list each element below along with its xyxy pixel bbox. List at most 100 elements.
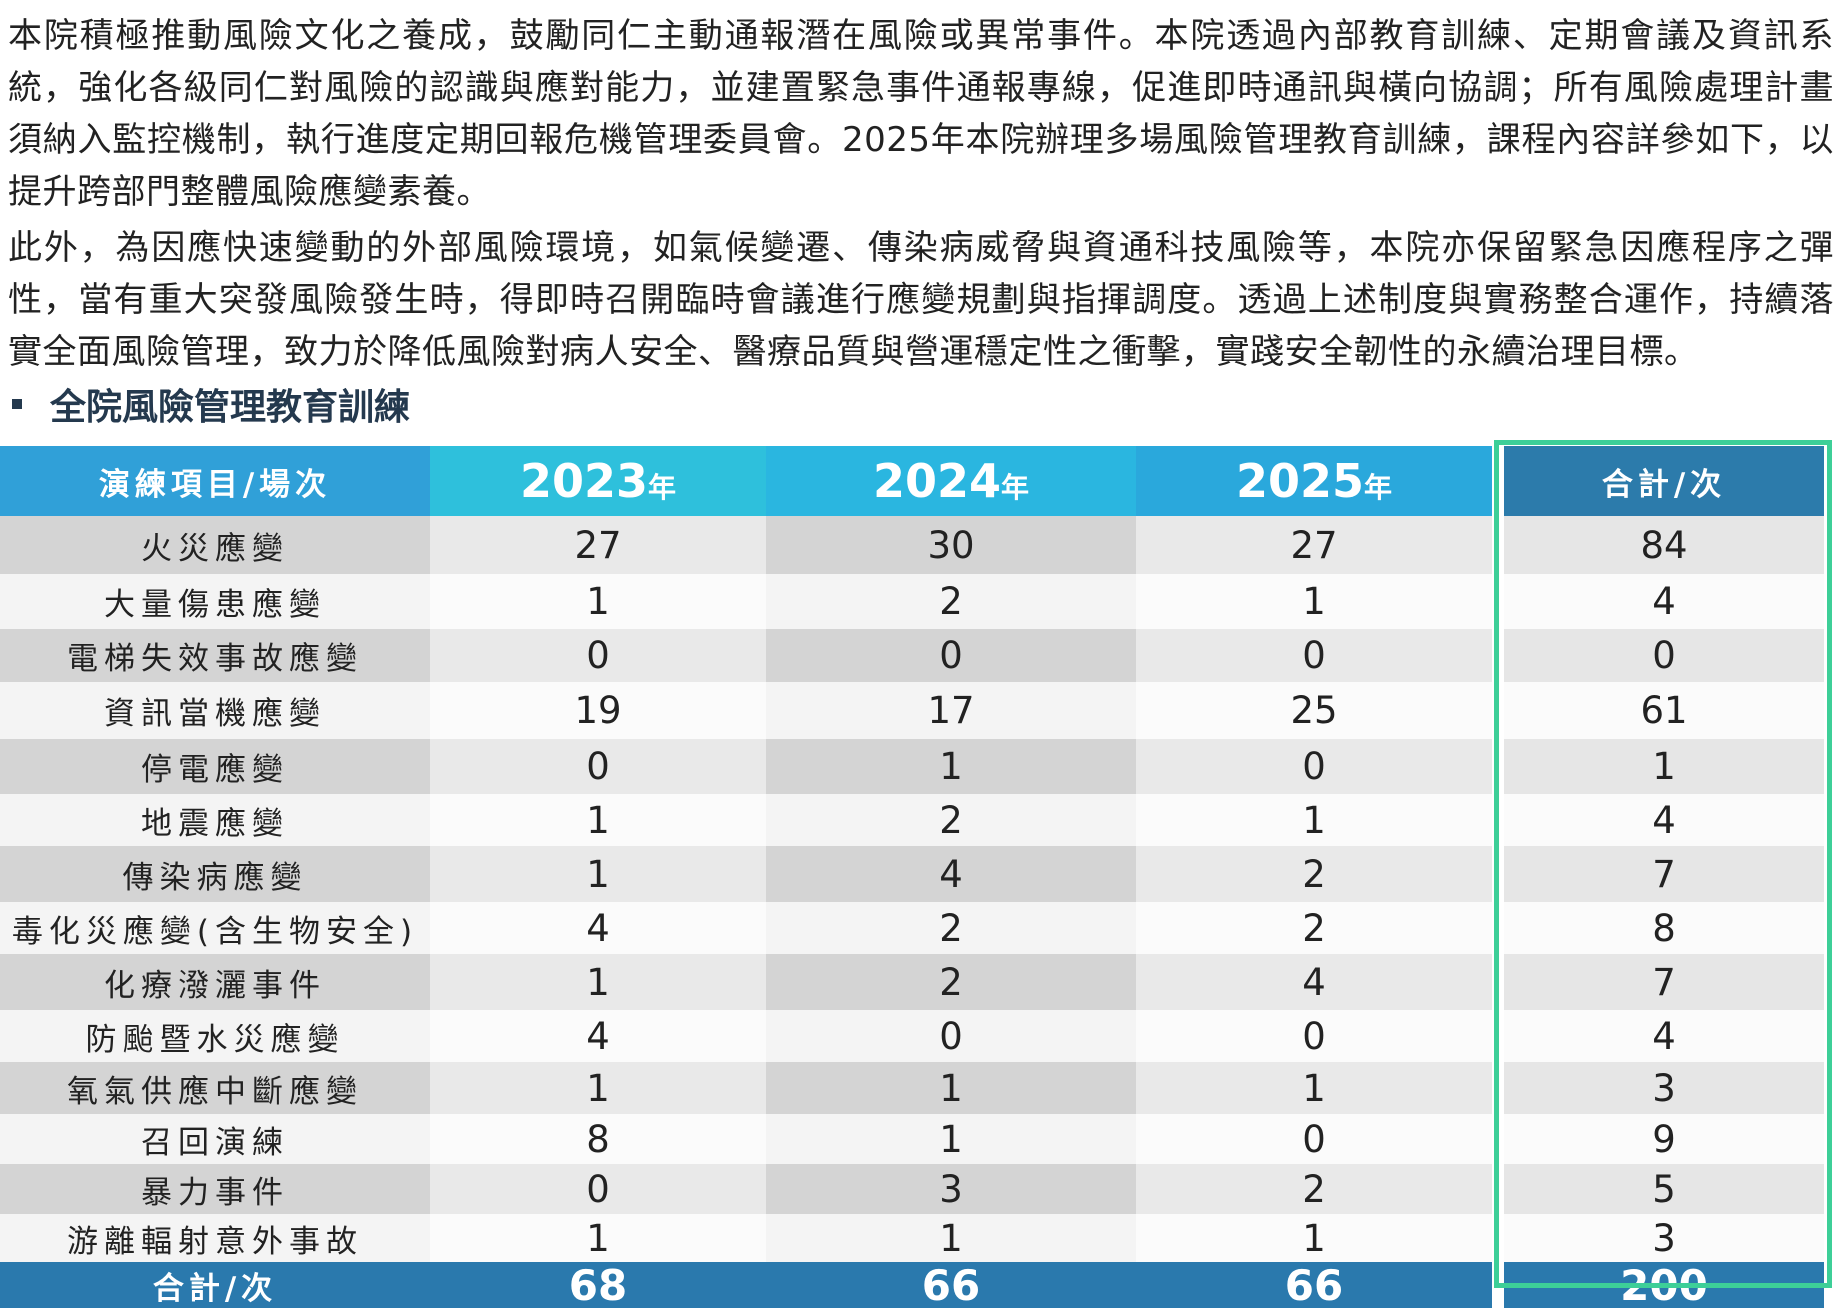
table-row: 電梯失效事故應變 0 0 0 0 (0, 629, 1824, 682)
section-heading: 全院風險管理教育訓練 (6, 378, 410, 430)
row-year-value: 1 (766, 1214, 1136, 1262)
row-year-value: 17 (766, 682, 1136, 739)
header-total: 合計/次 (1504, 446, 1824, 516)
row-item-label: 毒化災應變(含生物安全) (0, 902, 430, 954)
row-year-value: 0 (766, 629, 1136, 682)
intro-paragraph-2: 此外，為因應快速變動的外部風險環境，如氣候變遷、傳染病威脅與資通科技風險等，本院… (8, 228, 1834, 372)
row-total-value: 8 (1504, 902, 1824, 954)
row-item-label: 大量傷患應變 (0, 574, 430, 629)
intro-paragraph-1: 本院積極推動風險文化之養成，鼓勵同仁主動通報潛在風險或異常事件。本院透過內部教育… (8, 16, 1834, 212)
row-year-value: 4 (1136, 954, 1492, 1010)
row-year-value: 19 (430, 682, 766, 739)
row-item-label: 游離輻射意外事故 (0, 1214, 430, 1262)
row-year-value: 27 (430, 516, 766, 574)
table-row: 停電應變 0 1 0 1 (0, 739, 1824, 794)
table-row: 召回演練 8 1 0 9 (0, 1114, 1824, 1164)
row-year-value: 4 (430, 1010, 766, 1062)
row-year-value: 30 (766, 516, 1136, 574)
row-year-value: 2 (1136, 1164, 1492, 1214)
row-total-value: 4 (1504, 574, 1824, 629)
row-year-value: 8 (430, 1114, 766, 1164)
grand-total-value: 200 (1504, 1261, 1824, 1310)
row-year-value: 1 (430, 574, 766, 629)
row-item-label: 傳染病應變 (0, 846, 430, 902)
row-year-value: 2 (766, 954, 1136, 1010)
row-total-value: 1 (1504, 739, 1824, 794)
row-year-value: 1 (430, 954, 766, 1010)
row-year-value: 2 (1136, 902, 1492, 954)
row-item-label: 暴力事件 (0, 1164, 430, 1214)
total-row-label: 合計/次 (0, 1262, 430, 1308)
row-item-label: 資訊當機應變 (0, 682, 430, 739)
row-total-value: 3 (1504, 1214, 1824, 1262)
row-total-value: 7 (1504, 954, 1824, 1010)
row-year-value: 25 (1136, 682, 1492, 739)
total-year-value: 66 (766, 1261, 1136, 1310)
header-year-2023: 2023年 (430, 446, 766, 531)
table-row: 地震應變 1 2 1 4 (0, 794, 1824, 846)
section-heading-text: 全院風險管理教育訓練 (50, 387, 411, 428)
row-year-value: 0 (1136, 629, 1492, 682)
row-year-value: 4 (430, 902, 766, 954)
row-year-value: 3 (766, 1164, 1136, 1214)
square-bullet-icon (12, 399, 22, 409)
header-year-2024: 2024年 (766, 446, 1136, 531)
row-item-label: 電梯失效事故應變 (0, 629, 430, 682)
row-item-label: 氧氣供應中斷應變 (0, 1062, 430, 1114)
row-year-value: 1 (1136, 794, 1492, 846)
row-total-value: 9 (1504, 1114, 1824, 1164)
row-year-value: 0 (1136, 1114, 1492, 1164)
row-item-label: 火災應變 (0, 516, 430, 574)
table-row: 游離輻射意外事故 1 1 1 3 (0, 1214, 1824, 1262)
row-total-value: 5 (1504, 1164, 1824, 1214)
header-item: 演練項目/場次 (0, 446, 430, 516)
row-year-value: 2 (766, 902, 1136, 954)
row-year-value: 4 (766, 846, 1136, 902)
table-row: 傳染病應變 1 4 2 7 (0, 846, 1824, 902)
header-year-2025: 2025年 (1136, 446, 1492, 531)
row-year-value: 1 (1136, 1214, 1492, 1262)
table-row: 火災應變 27 30 27 84 (0, 516, 1824, 574)
table-row: 防颱暨水災應變 4 0 0 4 (0, 1010, 1824, 1062)
row-total-value: 0 (1504, 629, 1824, 682)
total-year-value: 68 (430, 1261, 766, 1310)
row-year-value: 0 (430, 629, 766, 682)
row-year-value: 1 (430, 846, 766, 902)
row-year-value: 1 (1136, 1062, 1492, 1114)
total-year-value: 66 (1136, 1261, 1492, 1310)
row-item-label: 地震應變 (0, 794, 430, 846)
row-year-value: 1 (1136, 574, 1492, 629)
row-item-label: 防颱暨水災應變 (0, 1010, 430, 1062)
row-year-value: 0 (430, 1164, 766, 1214)
row-year-value: 1 (766, 1114, 1136, 1164)
row-total-value: 4 (1504, 794, 1824, 846)
row-year-value: 1 (766, 1062, 1136, 1114)
row-total-value: 3 (1504, 1062, 1824, 1114)
row-year-value: 1 (430, 1214, 766, 1262)
row-total-value: 7 (1504, 846, 1824, 902)
row-item-label: 停電應變 (0, 739, 430, 794)
row-total-value: 4 (1504, 1010, 1824, 1062)
table-row: 氧氣供應中斷應變 1 1 1 3 (0, 1062, 1824, 1114)
total-row: 合計/次 68 66 66 200 (0, 1261, 1824, 1310)
row-year-value: 1 (430, 794, 766, 846)
row-year-value: 0 (766, 1010, 1136, 1062)
row-item-label: 召回演練 (0, 1114, 430, 1164)
table-row: 暴力事件 0 3 2 5 (0, 1164, 1824, 1214)
row-total-value: 61 (1504, 682, 1824, 739)
table-row: 資訊當機應變 19 17 25 61 (0, 682, 1824, 739)
row-year-value: 2 (766, 574, 1136, 629)
table-row: 毒化災應變(含生物安全) 4 2 2 8 (0, 902, 1824, 954)
row-year-value: 0 (1136, 739, 1492, 794)
row-year-value: 1 (766, 739, 1136, 794)
row-year-value: 0 (1136, 1010, 1492, 1062)
row-total-value: 84 (1504, 516, 1824, 574)
row-year-value: 2 (1136, 846, 1492, 902)
row-item-label: 化療潑灑事件 (0, 954, 430, 1010)
row-year-value: 27 (1136, 516, 1492, 574)
row-year-value: 2 (766, 794, 1136, 846)
row-year-value: 1 (430, 1062, 766, 1114)
table-row: 大量傷患應變 1 2 1 4 (0, 574, 1824, 629)
table-row: 化療潑灑事件 1 2 4 7 (0, 954, 1824, 1010)
row-year-value: 0 (430, 739, 766, 794)
